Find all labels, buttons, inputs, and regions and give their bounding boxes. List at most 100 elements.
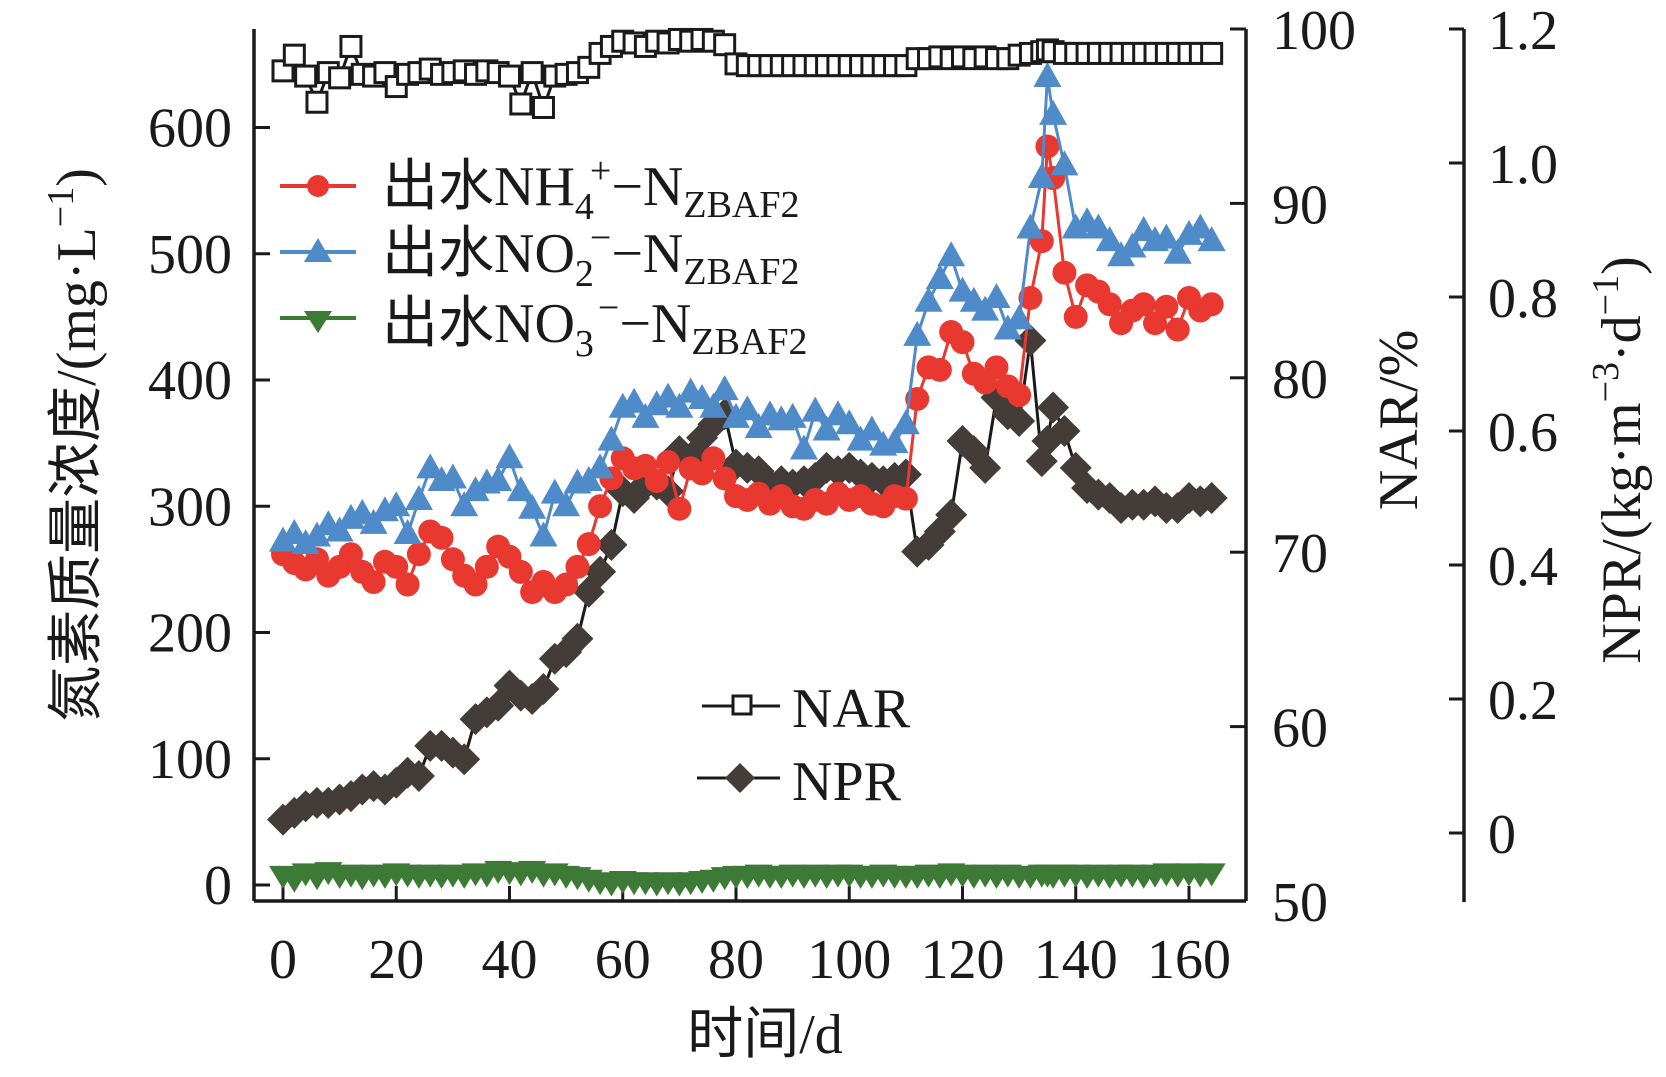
data-point-triangle-up xyxy=(744,412,773,438)
data-point-triangle-up xyxy=(450,491,479,517)
legend-item-nh4: 出水NH4+−NZBAF2 xyxy=(280,150,800,228)
data-point-circle xyxy=(927,357,952,382)
legend-no3-mid: −N xyxy=(619,293,691,355)
y-tick-label-left: 600 xyxy=(148,98,232,160)
data-point-triangle-up xyxy=(835,409,864,435)
data-point-triangle-up xyxy=(1186,213,1215,239)
data-point-square xyxy=(509,92,533,116)
data-point-triangle-up xyxy=(971,295,1000,321)
data-point-triangle-up xyxy=(891,409,920,435)
legend-item-npr: NPR xyxy=(697,751,902,813)
axes xyxy=(252,29,1466,903)
data-point-circle xyxy=(950,330,975,355)
data-point-diamond xyxy=(1003,404,1036,437)
y-tick-label-npr: 0.8 xyxy=(1488,268,1558,330)
data-point-triangle-up xyxy=(722,402,750,428)
x-tick-label: 80 xyxy=(708,929,764,991)
data-point-triangle-up xyxy=(665,392,694,418)
y-tick-label-npr: 0 xyxy=(1488,804,1516,866)
data-point-circle xyxy=(656,450,681,475)
legend-no2-sup: − xyxy=(590,217,611,259)
data-point-triangle-down xyxy=(1197,863,1226,887)
data-point-square xyxy=(328,66,352,90)
left-axis-title-text: 氮素质量浓度/(mg·L xyxy=(46,227,108,722)
data-point-triangle-up xyxy=(982,282,1011,308)
y-tick-label-nar: 60 xyxy=(1272,698,1328,760)
y-tick-label-nar: 90 xyxy=(1272,174,1328,236)
right-axis-nar-title-text: NAR/% xyxy=(1368,330,1430,510)
data-point-triangle-up xyxy=(552,491,581,517)
data-point-triangle-up xyxy=(506,476,535,502)
data-point-circle xyxy=(554,572,579,597)
legend-item-nar: NAR xyxy=(702,678,911,740)
x-tick-label: 100 xyxy=(807,929,891,991)
data-point-triangle-up xyxy=(789,434,818,460)
data-point-circle xyxy=(361,570,386,594)
data-point-circle xyxy=(576,532,601,557)
legend-marker-triangle-up-icon xyxy=(304,238,332,262)
y-tick-label-left: 200 xyxy=(148,603,232,665)
y-tick-label-left: 300 xyxy=(148,476,232,538)
x-tick-label: 20 xyxy=(368,929,424,991)
data-point-triangle-up xyxy=(1033,62,1062,87)
data-point-triangle-up xyxy=(382,491,411,517)
data-point-square xyxy=(498,64,521,88)
ticks: 0 20 40 60 80 100 120 140 1600100200300400500600… xyxy=(148,0,1558,991)
y-tick-label-left: 500 xyxy=(148,224,232,286)
series--no2-nzbaf2 xyxy=(269,62,1226,555)
data-point-triangle-up xyxy=(1016,213,1045,239)
data-point-diamond xyxy=(561,622,594,655)
data-point-square xyxy=(305,90,329,114)
x-tick-label: 160 xyxy=(1147,929,1231,991)
legend-label-no3: 出水NO3−−NZBAF2 xyxy=(382,287,808,365)
data-point-triangle-up xyxy=(393,519,422,545)
data-point-triangle-up xyxy=(880,428,909,454)
data-point-triangle-up xyxy=(1175,219,1203,245)
legend-nh4-sub: 4 xyxy=(575,186,594,228)
legend-no2-prefix: 出水NO xyxy=(382,223,575,285)
data-point-circle xyxy=(1035,134,1060,159)
y-tick-label-npr: 1.0 xyxy=(1488,134,1558,196)
y-tick-label-left: 400 xyxy=(148,350,232,412)
legend-nh4-mid: −N xyxy=(611,156,683,218)
data-point-circle xyxy=(1199,292,1224,317)
data-point-circle xyxy=(984,355,1009,380)
right-axis-npr-title-sup2: −1 xyxy=(1585,275,1627,315)
x-axis-title: 时间/d xyxy=(687,1004,843,1066)
data-point-triangle-up xyxy=(1061,213,1090,239)
data-point-triangle-up xyxy=(1084,213,1113,239)
data-point-triangle-up xyxy=(540,478,569,504)
y-tick-label-npr: 0.2 xyxy=(1488,670,1558,732)
left-axis-title-close: ) xyxy=(46,168,108,187)
data-point-square xyxy=(531,95,555,119)
data-point-circle xyxy=(644,469,669,493)
data-point-triangle-up xyxy=(1027,163,1056,188)
data-point-triangle-up xyxy=(733,395,762,421)
data-point-triangle-up xyxy=(937,241,966,267)
data-point-triangle-up xyxy=(518,493,547,519)
data-point-triangle-up xyxy=(529,521,558,547)
y-tick-label-nar: 50 xyxy=(1272,872,1328,934)
y-tick-label-npr: 1.2 xyxy=(1488,0,1558,62)
data-point-diamond xyxy=(595,528,628,561)
data-point-triangle-up xyxy=(914,286,943,312)
data-point-triangle-up xyxy=(1197,226,1226,252)
data-point-triangle-up xyxy=(597,425,626,451)
legend-concentration: 出水NH4+−NZBAF2 出水NO2−−NZBAF2 出水NO3−−NZBAF… xyxy=(280,150,808,365)
data-point-square xyxy=(713,33,737,57)
legend-no3-sub2: ZBAF2 xyxy=(691,321,807,363)
data-point-triangle-up xyxy=(1095,226,1124,252)
data-point-square xyxy=(339,34,363,58)
x-axis-title-text: 时间/d xyxy=(687,1004,843,1066)
data-point-triangle-up xyxy=(699,392,728,418)
data-point-triangle-up xyxy=(586,453,615,479)
right-axis-npr-title-sup1: −3 xyxy=(1585,362,1627,402)
data-point-diamond xyxy=(1037,391,1070,424)
legend-item-no2: 出水NO2−−NZBAF2 xyxy=(280,217,800,295)
series-layer xyxy=(267,27,1228,897)
data-point-triangle-up xyxy=(1005,304,1034,330)
data-point-circle xyxy=(588,494,613,519)
data-point-triangle-up xyxy=(495,443,524,469)
data-point-circle xyxy=(463,572,488,597)
